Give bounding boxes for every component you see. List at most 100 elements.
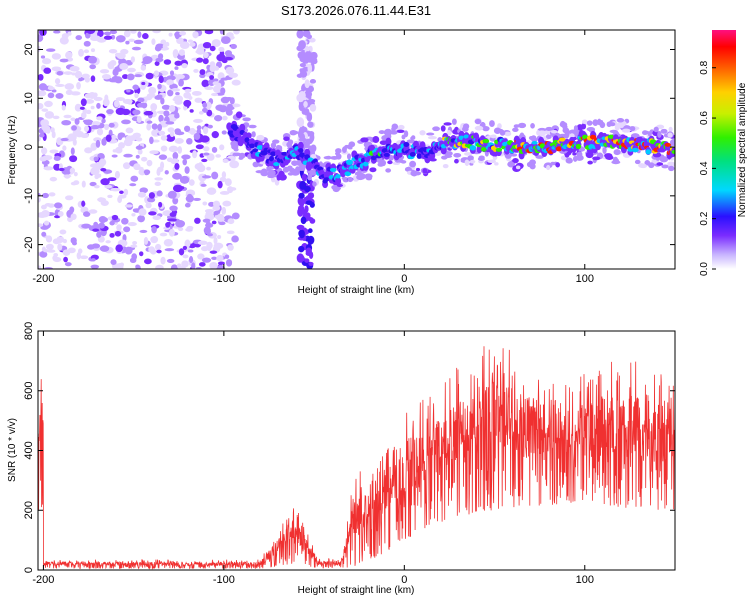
spectrogram-ytick-label: -10 xyxy=(23,188,35,204)
heatmap-cell xyxy=(282,166,290,173)
heatmap-cell xyxy=(172,184,183,193)
heatmap-cell xyxy=(137,215,145,223)
heatmap-cell xyxy=(41,108,49,112)
heatmap-cell xyxy=(497,123,502,129)
heatmap-cell xyxy=(185,227,193,232)
heatmap-cell xyxy=(550,130,558,134)
heatmap-cell xyxy=(167,127,175,133)
heatmap-cell xyxy=(664,142,671,147)
heatmap-cell xyxy=(231,212,240,220)
heatmap-cell xyxy=(163,59,172,65)
heatmap-cell xyxy=(67,31,72,36)
heatmap-cell xyxy=(634,159,641,165)
heatmap-cell xyxy=(463,152,473,156)
heatmap-cell xyxy=(176,263,182,269)
heatmap-cell xyxy=(62,249,71,256)
heatmap-cell xyxy=(216,82,222,89)
heatmap-cell xyxy=(653,126,659,133)
heatmap-cell xyxy=(140,65,147,71)
heatmap-cell xyxy=(231,103,241,108)
heatmap-cell xyxy=(256,145,264,150)
heatmap-cell xyxy=(138,168,147,176)
spectrogram-xtick-label: 100 xyxy=(576,273,594,285)
heatmap-cell xyxy=(154,243,162,251)
heatmap-cell xyxy=(671,150,675,155)
spectrogram-ylabel: Frequency (Hz) xyxy=(7,116,18,185)
heatmap-cell xyxy=(213,40,221,46)
heatmap-cell xyxy=(179,31,187,36)
heatmap-cell xyxy=(84,125,90,132)
heatmap-cell xyxy=(134,74,143,78)
heatmap-cell xyxy=(220,36,231,45)
heatmap-cell xyxy=(53,30,61,34)
heatmap-cell xyxy=(213,236,218,245)
heatmap-cell xyxy=(43,220,50,226)
heatmap-cell xyxy=(99,69,110,74)
heatmap-cell xyxy=(110,134,117,140)
heatmap-cell xyxy=(182,254,189,259)
heatmap-cell xyxy=(138,208,147,216)
heatmap-cell xyxy=(132,240,138,245)
heatmap-cell xyxy=(251,131,256,138)
heatmap-cell xyxy=(52,115,60,120)
heatmap-cell xyxy=(202,102,208,108)
heatmap-cell xyxy=(151,38,156,46)
heatmap-cell xyxy=(281,151,288,156)
spectrogram-ytick-label: 10 xyxy=(23,92,35,104)
colorbar-tick-label: 0.6 xyxy=(699,111,710,125)
heatmap-cell xyxy=(531,140,538,145)
heatmap-cell xyxy=(85,32,91,39)
heatmap-cell xyxy=(206,153,215,161)
heatmap-cell xyxy=(440,146,447,155)
heatmap-cell xyxy=(219,144,225,151)
heatmap-cell xyxy=(41,231,47,237)
heatmap-cell xyxy=(269,155,275,162)
heatmap-cell xyxy=(56,137,63,146)
heatmap-cell xyxy=(397,124,405,130)
heatmap-cell xyxy=(135,137,143,142)
heatmap-cell xyxy=(74,118,80,125)
heatmap-cell xyxy=(307,192,315,199)
heatmap-cell xyxy=(201,79,210,88)
heatmap-cell xyxy=(306,112,313,122)
heatmap-cell xyxy=(454,158,459,164)
heatmap-cell xyxy=(202,107,208,113)
heatmap-cell xyxy=(40,147,48,155)
heatmap-cell xyxy=(41,210,50,218)
heatmap-cell xyxy=(201,158,208,163)
heatmap-cell xyxy=(181,260,189,268)
heatmap-cell xyxy=(182,158,188,166)
heatmap-cell xyxy=(296,253,305,263)
heatmap-cell xyxy=(156,249,162,254)
heatmap-cell xyxy=(115,146,123,154)
heatmap-cell xyxy=(163,238,173,247)
heatmap-cell xyxy=(113,100,120,108)
heatmap-cell xyxy=(38,34,44,42)
heatmap-cell xyxy=(45,48,56,52)
heatmap-cell xyxy=(198,262,206,267)
heatmap-cell xyxy=(189,42,196,47)
heatmap-cell xyxy=(199,69,206,76)
heatmap-cell xyxy=(160,145,168,152)
heatmap-cell xyxy=(530,123,535,129)
heatmap-cell xyxy=(157,166,164,173)
heatmap-cell xyxy=(93,121,98,125)
heatmap-cell xyxy=(160,39,167,45)
heatmap-cell xyxy=(166,218,177,222)
heatmap-cell xyxy=(204,86,214,91)
heatmap-cell xyxy=(69,65,80,72)
heatmap-cell xyxy=(132,133,138,138)
heatmap-cell xyxy=(494,162,499,166)
heatmap-cell xyxy=(298,231,305,239)
heatmap-cell xyxy=(132,109,141,115)
heatmap-cell xyxy=(412,171,422,176)
heatmap-cell xyxy=(188,95,193,100)
heatmap-cell xyxy=(474,125,484,131)
heatmap-cell xyxy=(90,36,100,42)
heatmap-cell xyxy=(202,201,208,206)
heatmap-cell xyxy=(490,134,497,139)
heatmap-cell xyxy=(215,154,221,158)
heatmap-cell xyxy=(123,188,129,196)
heatmap-cell xyxy=(648,162,655,169)
heatmap-cell xyxy=(163,43,170,47)
